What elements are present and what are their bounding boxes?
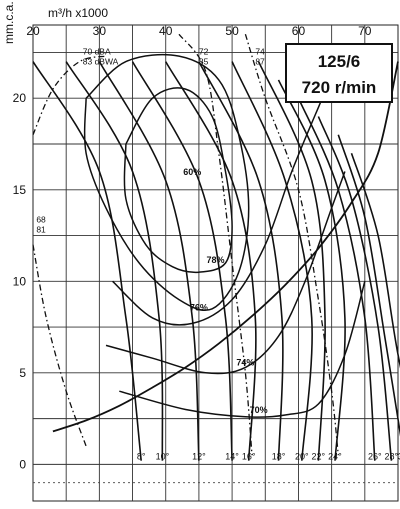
blade-angle-label: 8° [137,452,146,462]
y-tick-label: 5 [19,366,26,380]
efficiency-label: 70% [250,405,268,415]
blade-angle-curve [98,61,200,461]
noise-label: 70 dBA [83,46,111,56]
blade-angle-curve [337,134,400,437]
efficiency-label: 74% [236,358,254,368]
blade-angle-curve [32,61,142,461]
blade-angle-curve [317,116,393,461]
efficiency-contour [119,281,366,418]
efficiency-label: 60% [183,167,201,177]
noise-label: 81 [36,225,46,235]
noise-label: 83 dBWA [83,56,119,66]
curves-layer [32,33,400,461]
efficiency-label: 76% [190,303,208,313]
blade-angle-label: 20° [295,452,309,462]
x-tick-label: 50 [225,24,239,38]
x-axis-label: m³/h x1000 [48,6,108,20]
x-tick-label: 30 [93,24,107,38]
blade-angle-label: 16° [242,452,256,462]
blade-angle-curve [257,61,326,461]
blade-angle-curve [165,61,257,461]
noise-curve [32,55,107,136]
blade-angle-curve [231,61,313,461]
blade-angle-curve [277,79,346,461]
chart-subtitle: 720 r/min [302,78,377,97]
blade-angle-label: 14° [225,452,239,462]
noise-label: 87 [255,56,265,66]
chart-title: 125/6 [318,52,361,71]
pressure-curve-pd [52,61,399,433]
blade-angle-label: 26° [368,452,382,462]
noise-curve [244,34,339,456]
blade-angle-label: 30° [398,452,400,462]
blade-angle-curve [198,61,284,461]
efficiency-contour [83,53,250,312]
efficiency-label: 78% [206,255,224,265]
blade-angle-label: 10° [156,452,170,462]
labels-layer: 20 30 40 50 60 70 0 5 10 15 20 8° 10° 12° 14° 16° 18° 20°… [13,24,400,471]
efficiency-contour [105,171,346,375]
blade-angle-label: 18° [272,452,286,462]
model-box [285,43,393,103]
blade-angle-curve [65,61,164,461]
noise-curve [32,244,87,447]
y-tick-label: 20 [13,91,27,105]
x-tick-label: 20 [26,24,40,38]
plot-frame [32,24,399,502]
y-axis-label: mm.c.a. [2,1,16,44]
blade-angle-curve [350,152,400,369]
y-tick-label: 15 [13,183,27,197]
y-tick-label: 10 [13,274,27,288]
efficiency-contour [112,61,339,326]
x-tick-label: 60 [292,24,306,38]
efficiency-contour [123,87,233,274]
noise-label: 72 [199,46,209,56]
noise-label: 74 [255,46,265,56]
blade-angle-curve [131,61,233,461]
blade-angle-label: 22° [312,452,326,462]
y-tick-label: 0 [19,457,26,471]
blade-angle-curve [297,97,376,461]
noise-label: 85 [199,56,209,66]
x-tick-label: 70 [358,24,372,38]
blade-angle-label: 24° [328,452,342,462]
noise-label: 68 [36,215,46,225]
noise-curve [178,33,253,456]
blade-angle-label: 12° [192,452,206,462]
x-tick-label: 40 [159,24,173,38]
blade-angle-label: 28° [385,452,399,462]
